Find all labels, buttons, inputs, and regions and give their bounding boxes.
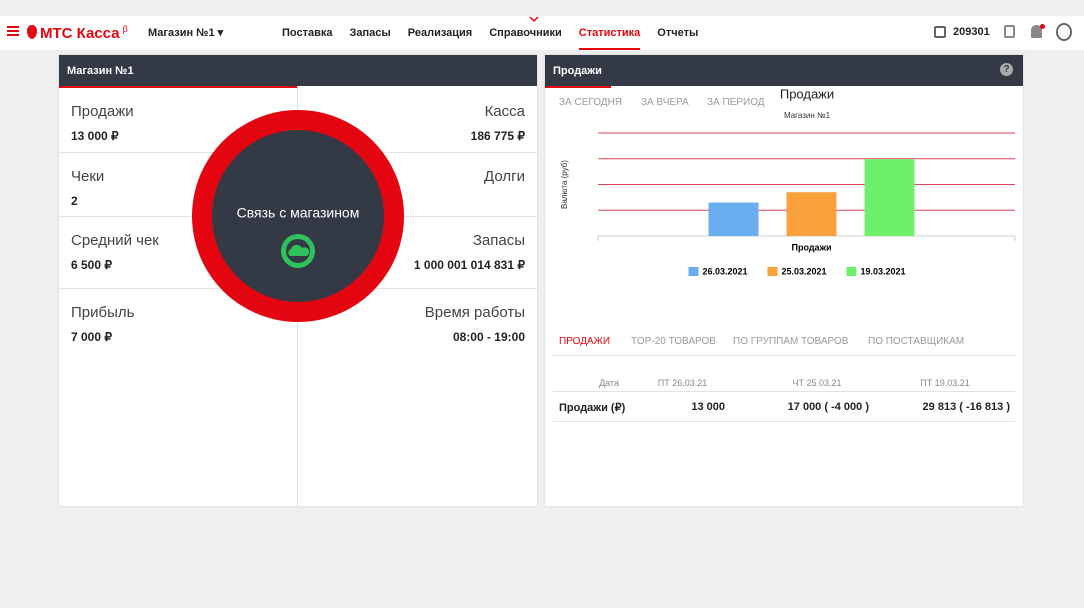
legend-label: 25.03.2021 [782,266,827,276]
menu-item[interactable]: Отчеты [657,27,699,39]
table-header: Дата [599,378,619,388]
chart-title: Продажи [780,86,834,101]
legend-label: 19.03.2021 [861,266,906,276]
tab[interactable]: ПРОДАЖИ [559,336,611,347]
stat-label: Чеки [71,168,105,185]
table-cell: 13 000 [691,401,725,413]
menu-icon[interactable] [7,26,19,28]
doc-icon[interactable] [1004,25,1015,38]
help-icon[interactable]: ? [1000,63,1013,76]
stat-value: 6 500 ₽ [71,258,112,272]
tab[interactable]: ПО ПОСТАВЩИКАМ [868,336,965,347]
bar [786,192,837,236]
stat-value: 1 000 001 014 831 ₽ [413,258,525,272]
table-header: ПТ 19.03.21 [920,378,970,388]
legend-swatch [767,267,778,276]
menu-item[interactable]: Поставка [282,27,333,39]
menu-item[interactable]: Справочники [489,27,562,39]
y-axis-label: Валюта (руб) [560,160,569,209]
overlay-disc[interactable] [212,130,384,302]
logo-sup: β [122,24,128,34]
menu-item[interactable]: Запасы [349,27,391,39]
id-icon [934,26,946,38]
stat-value: 7 000 ₽ [71,330,112,344]
top-bar: МТС Касса β Магазин №1 ▾ Поставка Запасы Ре… [0,16,1084,50]
active-underline [59,86,297,88]
overlay: Связь с магазином [192,110,404,322]
menu-item[interactable]: Реализация [407,27,473,39]
store-id: 209301 [953,26,990,38]
period-tab[interactable]: ЗА ПЕРИОД [707,97,765,108]
store-select[interactable]: Магазин №1 ▾ [148,27,224,39]
tab-underline [545,86,611,88]
table-header: ЧТ 25.03.21 [792,378,842,388]
bar [708,202,759,236]
table-rule [553,391,1015,392]
logo-text: МТС Касса [40,25,120,42]
stat-label: Средний чек [71,232,159,249]
tab[interactable]: TOP-20 ТОВАРОВ [631,336,716,347]
table-header: ПТ 26.03.21 [657,378,708,388]
stat-cell[interactable]: Долги [298,153,537,217]
stat-value: 08:00 - 19:00 [452,330,525,344]
panel-title: Продажи [545,55,1023,86]
menu-item[interactable]: Статистика [578,16,641,50]
stat-label: Запасы [472,232,525,249]
table-cell: 17 000 ( -4 000 ) [787,401,869,413]
tab[interactable]: ПО ГРУППАМ ТОВАРОВ [733,336,849,347]
chart-subtitle: Магазин №1 [784,111,831,120]
table-rule [553,421,1015,422]
table-cell: 29 813 ( -16 813 ) [922,401,1010,413]
chart: Продажи Магазин №1 Валюта (руб) Продажи 26.0… [560,86,1016,276]
overlay-text: Связь с магазином [237,205,360,221]
x-tick-label: Продажи [792,242,832,252]
menu-chevron[interactable] [529,16,539,23]
bell-icon[interactable] [1031,25,1042,38]
stat-label: Продажи [71,103,134,120]
stat-label: Касса [484,103,525,120]
legend-swatch [688,267,699,276]
logo-egg [27,25,37,39]
stat-cell[interactable]: Прибыль 7 000 ₽ [59,289,298,506]
bell-badge [1040,24,1045,29]
sales-panel: Продажи ? ЗА СЕГОДНЯ ЗА ВЧЕРА ЗА ПЕРИОД Пр… [545,55,1023,506]
table-cell: Продажи (₽) [559,402,626,414]
legend-swatch [846,267,857,276]
stat-label: Долги [484,168,525,185]
tabs-line [553,355,1015,356]
cells: Продажи 13 000 ₽ Касса 186 775 ₽ Чеки 2 Долги С… [59,86,537,344]
bar [864,159,915,236]
stat-value: 13 000 ₽ [71,129,119,143]
profile-icon[interactable] [1056,23,1072,41]
store-name: Магазин №1 [148,27,215,39]
stat-cell[interactable]: Продажи 13 000 ₽ [59,86,298,153]
stat-cell[interactable]: Средний чек 6 500 ₽ [59,217,298,289]
period-tab[interactable]: ЗА СЕГОДНЯ [559,97,623,108]
stat-cell[interactable]: Касса 186 775 ₽ [298,86,537,153]
stat-cell[interactable]: Запасы 1 000 001 014 831 ₽ [298,217,537,289]
stat-cell[interactable]: Чеки 2 [59,153,298,217]
main-menu: Поставка Запасы Реализация Справочники Стати… [282,16,698,50]
tabs: ПРОДАЖИ TOP-20 ТОВАРОВ ПО ГРУППАМ ТОВАРОВ П… [545,86,1023,347]
stat-label: Время работы [424,304,525,321]
stat-value: 186 775 ₽ [470,129,525,143]
logo[interactable]: МТС Касса β [40,24,128,42]
stat-cell[interactable]: Время работы 08:00 - 19:00 [298,289,537,506]
stat-label: Прибыль [71,304,135,321]
legend-label: 26.03.2021 [703,266,748,276]
stat-value: 2 [71,194,78,208]
period-tab[interactable]: ЗА ВЧЕРА [641,97,689,108]
panel-title: Магазин №1 [59,55,537,86]
